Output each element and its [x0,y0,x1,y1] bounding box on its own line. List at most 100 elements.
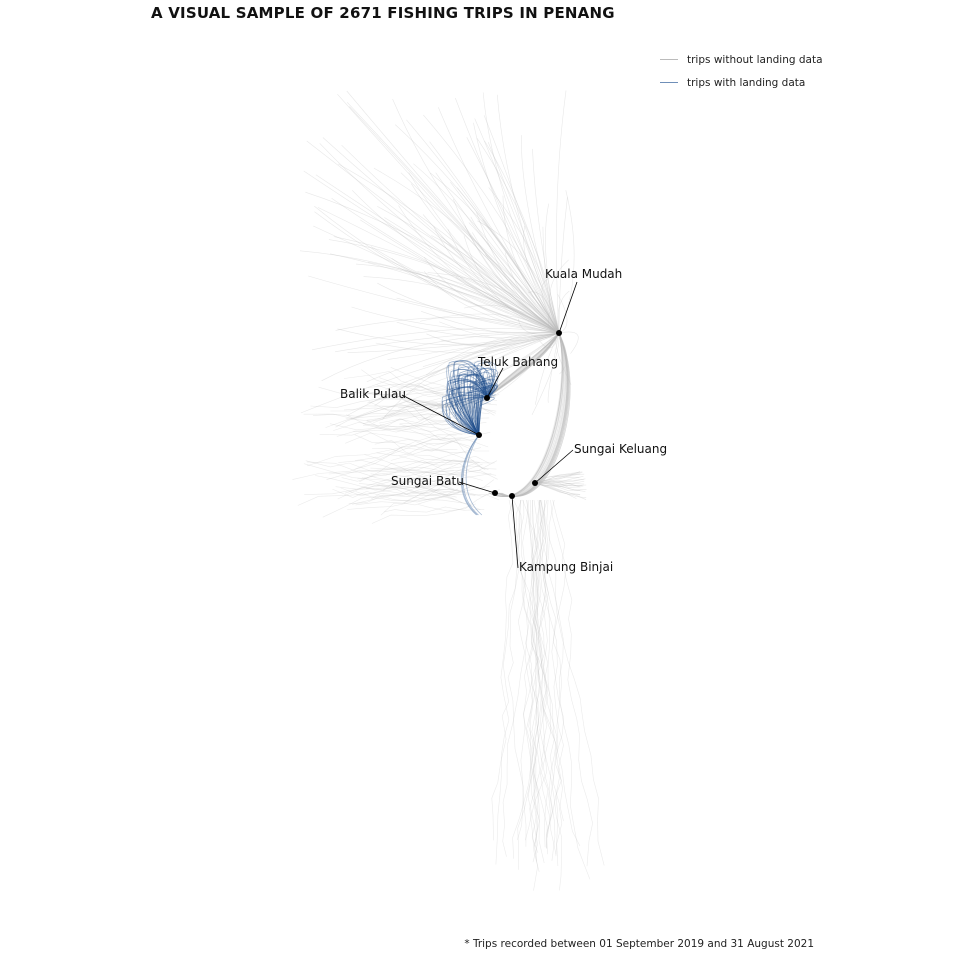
trip-track [466,137,560,334]
trip-track [486,332,560,399]
trip-track [423,271,560,334]
trip-track [486,332,560,399]
trip-track [534,482,581,496]
trip-track [349,106,560,334]
legend-item-with-landing: trips with landing data [660,71,823,94]
trip-track [486,332,560,399]
trip-track [525,499,551,841]
trip-track [552,499,593,867]
trip-track [486,332,560,399]
trip-track [398,205,560,334]
trip-track [445,386,488,436]
trip-track [373,401,498,424]
trip-track [464,373,488,436]
trip-track [354,438,462,470]
trip-track [486,332,560,399]
trip-track [422,332,560,367]
trip-track [534,482,577,499]
trip-track [488,187,560,334]
trip-track [433,226,560,334]
trip-track [329,253,560,334]
trip-track [312,402,454,417]
trip-track [464,304,560,334]
trip-track [502,195,560,334]
trip-track [523,225,560,334]
trip-track [533,499,553,849]
trip-track [477,378,496,436]
trip-track [384,217,560,334]
trip-track [486,332,560,399]
trip-track [534,473,585,484]
trip-track [531,332,560,416]
trip-track [534,499,563,891]
trip-track [491,332,564,497]
trip-track [491,332,564,497]
trip-track [370,459,481,470]
trip-track [354,434,457,443]
trip-track [347,332,560,353]
trip-track [489,332,563,497]
trip-track [366,393,498,421]
trip-track [486,332,560,399]
trip-track [437,274,560,334]
place-point [532,480,538,486]
trip-track [308,275,560,334]
trip-track [497,94,560,334]
trip-track [347,486,460,510]
trip-track [513,499,564,822]
trip-track [322,137,560,334]
trip-track [379,423,479,428]
trip-track [486,332,560,399]
trip-track [469,383,490,436]
place-label-sungai-keluang: Sungai Keluang [574,442,667,456]
trip-track [471,381,491,436]
trip-track [546,499,605,866]
trip-track [448,387,488,436]
trip-track [534,482,581,495]
place-kuala-mudah: Kuala Mudah [545,267,622,336]
caption-note: * Trips recorded between 01 September 20… [464,938,814,950]
trip-track [379,418,474,441]
trip-track [517,499,555,870]
trip-track [534,481,587,486]
legend-label-with-landing: trips with landing data [687,76,806,89]
trip-track [558,332,567,375]
trip-track [452,332,560,417]
trip-track [467,387,489,436]
trip-track [382,332,560,420]
place-label-kuala-mudah: Kuala Mudah [545,267,622,281]
trip-track [363,424,463,435]
trip-track [534,482,587,491]
trip-track [530,499,549,848]
trip-track [534,472,583,484]
trip-track [493,332,565,497]
trip-track [335,458,471,490]
trip-track [405,332,560,395]
trip-track [504,252,560,334]
trip-track [534,471,581,484]
trip-track [507,499,524,840]
trip-track [427,272,560,334]
trip-track [376,439,481,457]
trip-track [417,271,560,334]
trip-track [458,381,488,436]
trip-track [450,369,488,436]
trip-track [374,332,560,406]
trip-track [532,148,560,334]
trip-track [486,332,560,399]
trip-track [456,391,488,436]
trip-track [375,332,560,353]
trip-track [306,440,471,467]
trip-track [462,374,488,436]
trip-track [449,397,488,436]
trip-track [534,482,584,488]
trip-track [371,486,463,504]
trip-track [458,372,488,436]
trip-track [486,332,560,399]
trip-track [521,135,560,334]
trip-track [441,332,560,346]
trip-track [346,102,560,334]
trip-track [332,488,459,503]
legend-item-without-landing: trips without landing data [660,48,823,71]
trip-track [478,361,497,436]
